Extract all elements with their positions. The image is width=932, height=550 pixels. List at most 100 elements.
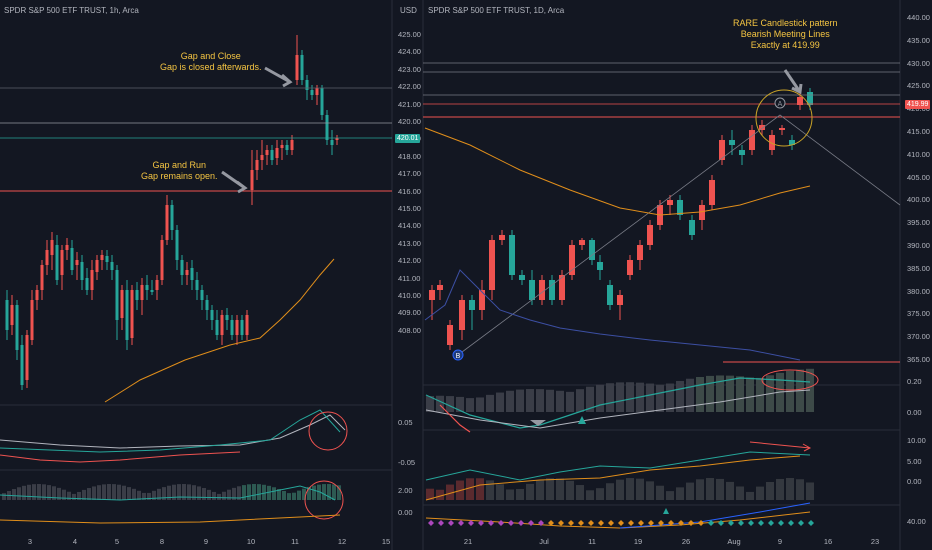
left-candle-body [225,315,229,320]
left-osc2-bar [22,485,26,500]
left-candle-body [35,290,39,300]
right-price-tick: 405.00 [907,172,930,182]
left-osc2-bar [122,485,126,500]
right-osc2-bar [756,486,764,500]
left-osc2-bar [127,487,131,500]
right-time-tick: 23 [870,537,880,546]
left-osc2-line [0,485,336,501]
left-osc2-bar [62,489,66,500]
left-osc2-bar [37,484,41,500]
gap-run-arrow [221,170,248,194]
right-osc2-bar [716,478,724,500]
right-candle-body [677,200,683,215]
right-osc2-bar [806,482,814,500]
right-osc2-bar [546,478,554,500]
gap-run-line1: Gap and Run [152,160,207,170]
osc-tick: 0.00 [398,508,413,517]
left-osc2-bar [232,487,236,500]
right-osc3-diamond [798,520,804,526]
right-osc2-bar [506,489,514,500]
right-candle-body [689,220,695,235]
marker-a-text: A [778,101,783,108]
left-osc2-bar [32,484,36,500]
right-time-tick: Aug [727,537,741,546]
right-candle-body [569,245,575,275]
left-osc2-bar [272,487,276,500]
osc-tick: 2.00 [398,486,413,495]
right-osc3-diamond [548,520,554,526]
left-candle-body [175,230,179,260]
right-osc2-bar [676,487,684,500]
left-candle-body [50,240,54,255]
pattern-line1: RARE Candlestick pattern [733,18,838,28]
left-candle-body [240,320,244,335]
right-candle-body [637,245,643,260]
right-osc2-bar [596,488,604,500]
left-osc2-bar [277,489,281,500]
left-price-tick: 422.00 [398,82,421,92]
right-candle-body [667,200,673,205]
left-candle-body [40,265,44,290]
right-osc2-bar [696,479,704,500]
right-price-tick: 370.00 [907,332,930,342]
right-time-tick: Jul [539,537,549,546]
pattern-arrow [783,69,803,95]
left-candle-body [235,320,239,335]
right-osc3-diamond [778,520,784,526]
right-osc2-bar [786,478,794,500]
right-osc3-diamond [598,520,604,526]
left-candle-body [120,290,124,318]
right-osc3-diamond [808,520,814,526]
left-currency-label: USD [400,6,417,15]
right-osc1-bar [726,375,734,412]
right-price-tick: 400.00 [907,195,930,205]
right-osc3-diamond [688,520,694,526]
right-osc1-bar [436,395,444,412]
marker-a-circle [774,97,786,109]
meeting-lines-note: RARE Candlestick pattern Bearish Meeting… [733,18,838,51]
right-osc1-bar [616,382,624,412]
right-candle-body [647,225,653,245]
left-osc2-bar [332,484,336,500]
right-osc2-bar [556,478,564,500]
left-osc2-bar [117,484,121,500]
gap-and-run-note: Gap and Run Gap remains open. [141,160,218,182]
right-osc2-bar [616,479,624,500]
left-osc2-bar [327,484,331,500]
right-candle-body [739,150,745,155]
left-osc2-bar [157,488,161,500]
right-osc1-bar [506,390,514,412]
left-osc2-bar [137,490,141,500]
left-price-tick: 415.00 [398,204,421,213]
right-osc2-bar [536,480,544,500]
left-candle-body [305,80,309,90]
left-candle-body [140,285,144,300]
right-price-tick: 435.00 [907,35,930,45]
left-osc2-bar [322,484,326,500]
left-osc2-bar [42,484,46,500]
osc-tick: 10.00 [907,436,926,445]
left-osc2-bar [287,493,291,500]
left-time-tick: 3 [27,537,33,546]
gap-close-arrow [264,66,293,88]
left-price-tick: 410.00 [398,291,421,300]
right-candle-body [489,240,495,290]
left-candle-body [320,88,324,115]
left-osc2-bar [167,485,171,500]
left-candle-body [185,270,189,275]
left-chart-title: SPDR S&P 500 ETF TRUST, 1h, Arca [4,6,139,15]
left-price-tick: 425.00 [398,30,421,39]
marker-b-circle [452,349,464,361]
right-osc3-diamond [768,520,774,526]
right-osc3-diamond [738,520,744,526]
right-time-tick: 19 [633,537,643,546]
left-moving-average [104,258,335,403]
left-osc2-bar [212,491,216,500]
left-osc2-bar [207,489,211,500]
left-candle-body [300,55,304,80]
left-candle-body [30,300,34,340]
left-candle-body [10,305,14,325]
left-time-tick: 15 [381,537,391,546]
left-candle-body [330,140,334,145]
